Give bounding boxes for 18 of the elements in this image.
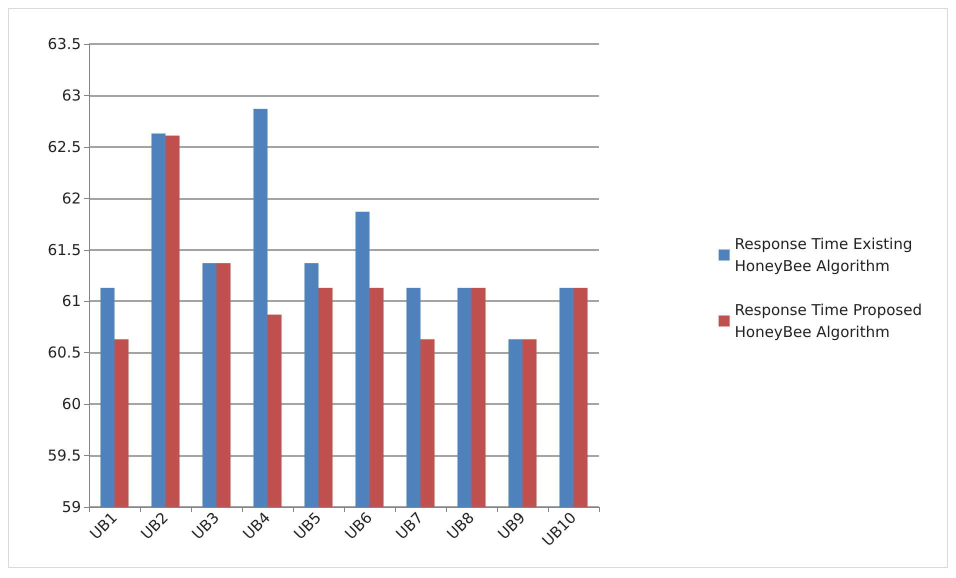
y-tick-label: 60	[62, 395, 81, 414]
x-tick-label: UB9	[494, 508, 529, 544]
x-tick-label: UB2	[137, 508, 172, 544]
y-tick-label: 61.5	[48, 240, 81, 259]
y-tick-label: 63	[62, 86, 81, 104]
y-tick-label: 62.5	[48, 138, 81, 156]
y-tick-label: 63.5	[48, 35, 81, 53]
legend-label: Response Time Proposed HoneyBee Algorithm	[734, 301, 922, 341]
x-tick-label: UB8	[443, 508, 478, 544]
y-tick-label: 59	[62, 498, 81, 516]
legend-label: Response Time Existing HoneyBee Algorithm	[734, 235, 912, 275]
x-tick-label: UB4	[239, 508, 274, 544]
x-tick-label: UB3	[188, 508, 223, 544]
x-tick-label: UB1	[86, 508, 121, 544]
y-tick-label: 61	[62, 292, 81, 310]
y-tick-label: 60.5	[48, 344, 81, 362]
y-tick-label: 62	[62, 189, 81, 208]
y-tick-label: 59.5	[48, 446, 81, 465]
